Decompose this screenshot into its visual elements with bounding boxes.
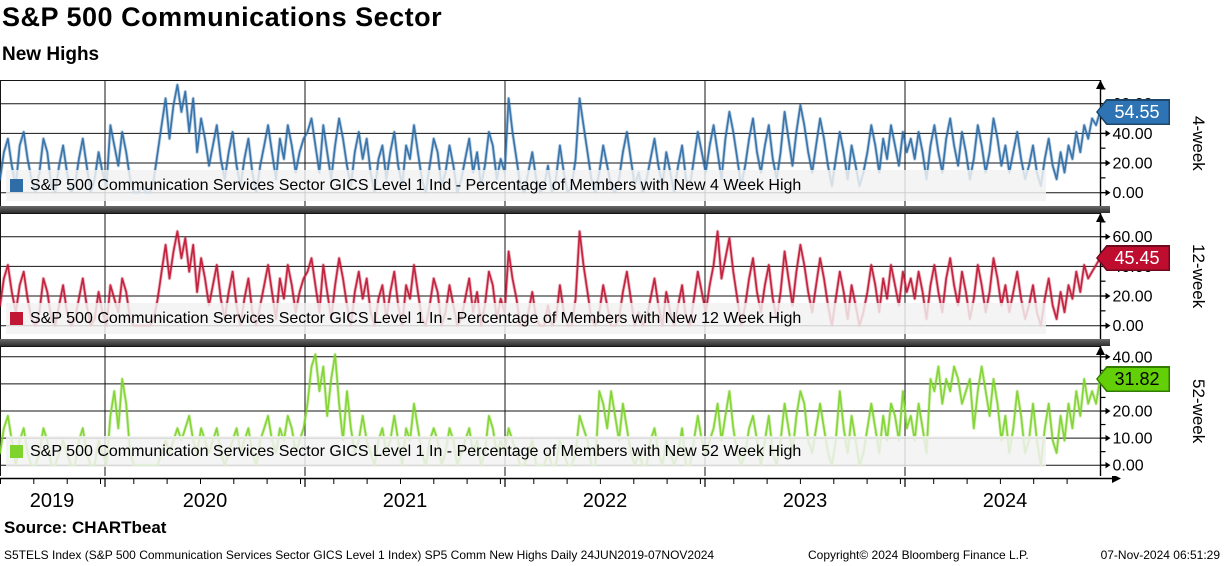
- last-value-badge-52week: 31.82: [1096, 366, 1170, 392]
- footer-copyright: Copyright© 2024 Bloomberg Finance L.P.: [808, 548, 1029, 562]
- svg-text:40.00: 40.00: [1113, 126, 1153, 143]
- legend-4week: S&P 500 Communication Services Sector GI…: [6, 170, 1046, 201]
- legend-swatch-52week: [10, 445, 23, 458]
- svg-text:0.00: 0.00: [1113, 458, 1144, 475]
- panel-separator: [0, 206, 1110, 213]
- svg-text:10.00: 10.00: [1113, 431, 1153, 448]
- axis-title-12week: 12-week: [1189, 243, 1208, 309]
- footer-timestamp: 07-Nov-2024 06:51:29: [1100, 548, 1220, 562]
- svg-text:60.00: 60.00: [1113, 229, 1153, 246]
- svg-text:40.00: 40.00: [1113, 349, 1153, 366]
- x-tick-2023: 2023: [782, 490, 828, 512]
- footer-ticker-info: S5TELS Index (S&P 500 Communication Serv…: [4, 548, 715, 562]
- legend-label-4week: S&P 500 Communication Services Sector GI…: [30, 176, 802, 194]
- x-tick-2019: 2019: [29, 490, 75, 512]
- last-value-badge-4week: 54.55: [1096, 99, 1170, 125]
- x-axis: [0, 476, 1121, 487]
- panel-separator: [0, 339, 1110, 346]
- svg-text:0.00: 0.00: [1113, 185, 1144, 202]
- x-tick-2020: 2020: [182, 490, 228, 512]
- legend-12week: S&P 500 Communication Services Sector GI…: [6, 303, 1046, 334]
- page-subtitle: New Highs: [2, 44, 100, 65]
- legend-52week: S&P 500 Communication Services Sector GI…: [6, 436, 1046, 467]
- legend-swatch-4week: [10, 179, 23, 192]
- svg-text:0.00: 0.00: [1113, 318, 1144, 335]
- page-title: S&P 500 Communications Sector: [2, 2, 443, 32]
- legend-label-12week: S&P 500 Communication Services Sector GI…: [30, 309, 802, 327]
- svg-text:20.00: 20.00: [1113, 289, 1153, 306]
- x-tick-2021: 2021: [382, 490, 428, 512]
- legend-label-52week: S&P 500 Communication Services Sector GI…: [30, 442, 802, 460]
- x-tick-2024: 2024: [982, 490, 1028, 512]
- legend-swatch-12week: [10, 312, 23, 325]
- last-value-badge-12week: 45.45: [1096, 245, 1170, 271]
- axis-title-4week: 4-week: [1189, 115, 1208, 171]
- x-tick-2022: 2022: [582, 490, 628, 512]
- source-label: Source: CHARTbeat: [4, 518, 167, 537]
- axis-title-52week: 52-week: [1189, 378, 1208, 444]
- svg-text:20.00: 20.00: [1113, 404, 1153, 421]
- svg-text:20.00: 20.00: [1113, 156, 1153, 173]
